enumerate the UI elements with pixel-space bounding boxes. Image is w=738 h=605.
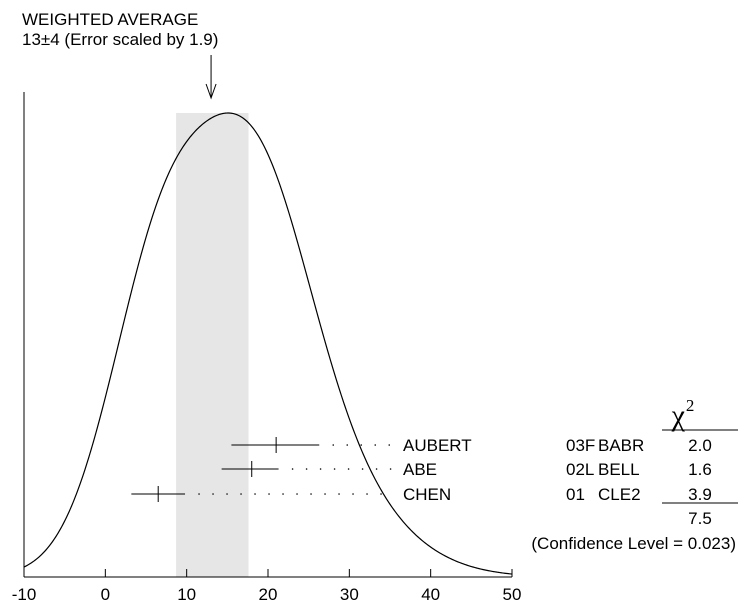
leader-dot <box>352 493 354 495</box>
leader-dot <box>361 468 364 470</box>
leader-dot <box>389 468 392 470</box>
x-tick-label: 10 <box>177 585 196 604</box>
leader-dot <box>324 493 326 495</box>
x-tick-label: 20 <box>259 585 278 604</box>
measurement-year: 01 <box>566 485 585 504</box>
weighted-average-band <box>176 113 249 577</box>
leader-dot <box>282 493 284 495</box>
ideogram-curve <box>23 112 513 575</box>
measurement-chi2: 2.0 <box>688 436 712 455</box>
leader-dot <box>380 493 382 495</box>
leader-dot <box>296 493 298 495</box>
leader-dot <box>268 493 270 495</box>
leader-dot <box>240 493 242 495</box>
measurement-tech: BABR <box>598 436 644 455</box>
leader-dot <box>333 468 336 470</box>
leader-dot <box>374 444 377 446</box>
measurement-tech: CLE2 <box>598 485 641 504</box>
measurement-rows: AUBERT 03F BABR 2.0 ABE 02L BELL 1.6 CHEN 01 CLE2 3… <box>131 436 712 504</box>
x-tick-label: -10 <box>12 585 37 604</box>
measurement-year: 03F <box>566 436 595 455</box>
x-tick-label: 0 <box>101 585 110 604</box>
leader-dot <box>375 468 378 470</box>
leader-dot <box>198 493 200 495</box>
x-tick-label: 40 <box>421 585 440 604</box>
x-tick-label: 50 <box>503 585 522 604</box>
leader-dot <box>388 444 391 446</box>
measurement-name: AUBERT <box>403 436 472 455</box>
chart-title-line2: 13±4 (Error scaled by 1.9) <box>22 30 218 49</box>
leader-dot <box>291 468 294 470</box>
measurement-chi2: 3.9 <box>688 485 712 504</box>
arrow-head <box>205 83 217 100</box>
leader-dot <box>366 493 368 495</box>
measurement-year: 02L <box>566 460 594 479</box>
leader-dot <box>346 444 349 446</box>
chi2-header: χ2 <box>671 396 695 432</box>
leader-dot <box>310 493 312 495</box>
leader-dot <box>212 493 214 495</box>
leader-dot <box>305 468 308 470</box>
leader-dot <box>338 493 340 495</box>
chart-title-line1: WEIGHTED AVERAGE <box>22 10 198 29</box>
x-axis-ticks: -10 0 10 20 30 40 50 <box>12 569 522 604</box>
leader-dot <box>360 444 363 446</box>
leader-dot <box>332 444 335 446</box>
measurement-name: CHEN <box>403 485 451 504</box>
measurement-chi2: 1.6 <box>688 460 712 479</box>
confidence-level: (Confidence Level = 0.023) <box>531 534 736 553</box>
measurement-name: ABE <box>403 460 437 479</box>
leader-dot <box>226 493 228 495</box>
leader-dot <box>319 468 322 470</box>
leader-dot <box>254 493 256 495</box>
measurement-tech: BELL <box>598 460 640 479</box>
x-tick-label: 30 <box>340 585 359 604</box>
weighted-average-arrow <box>205 55 217 100</box>
leader-dot <box>347 468 350 470</box>
chi2-total: 7.5 <box>688 509 712 528</box>
